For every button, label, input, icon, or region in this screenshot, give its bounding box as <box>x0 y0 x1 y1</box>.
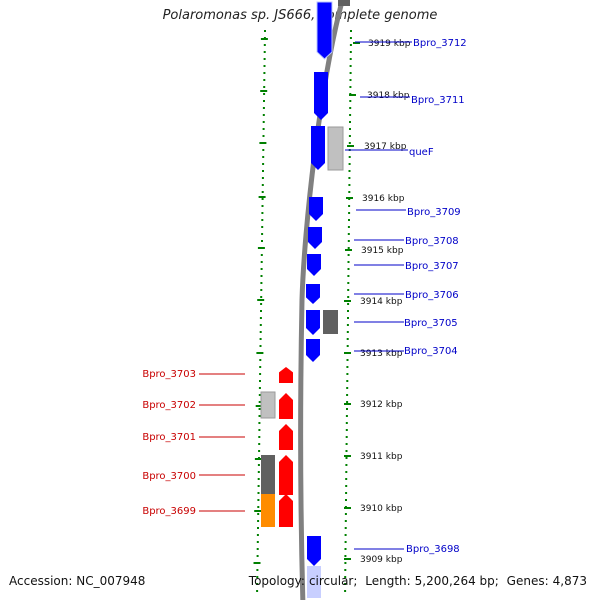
gene-box-bpro-3698[interactable] <box>307 536 321 566</box>
gene-box-bpro-3707[interactable] <box>307 254 321 276</box>
gene-box-bpro-3702[interactable] <box>279 393 293 419</box>
gene-label-bpro-3700[interactable]: Bpro_3700 <box>142 471 196 482</box>
feature-box-gray-quef[interactable] <box>327 126 344 171</box>
minor-tick-mark <box>257 247 265 249</box>
scale-tick-label: 3913 kbp <box>360 349 403 359</box>
scale-tick-mark <box>347 145 354 147</box>
scale-tick-mark <box>349 94 356 96</box>
gene-label-quef[interactable]: queF <box>409 147 434 158</box>
scale-tick-label: 3918 kbp <box>367 91 410 101</box>
feature-track[interactable] <box>260 0 350 598</box>
length-value: 5,200,264 bp; <box>414 574 499 588</box>
genes-label: Genes: <box>506 574 549 588</box>
gene-label-bpro-3701[interactable]: Bpro_3701 <box>142 432 196 443</box>
gene-box-quef[interactable] <box>311 126 325 170</box>
gene-label-bpro-3699[interactable]: Bpro_3699 <box>142 506 196 517</box>
genome-summary: Topology: circular; Length: 5,200,264 bp; … <box>249 574 591 588</box>
gene-box-tail[interactable] <box>307 566 321 598</box>
minor-tick-mark <box>254 510 262 512</box>
feature-box-orange-3699[interactable] <box>261 494 275 527</box>
topology-value: circular; <box>308 574 358 588</box>
scale-tick-mark <box>346 197 353 199</box>
scale-tick-mark <box>344 558 351 560</box>
gene-box-bpro-3705[interactable] <box>306 310 320 335</box>
dotted-track-left <box>253 30 268 592</box>
gene-box-bpro-3704[interactable] <box>306 339 320 362</box>
minor-tick-mark <box>260 90 268 92</box>
minor-tick-mark <box>259 142 267 144</box>
genes-value: 4,873 <box>552 574 587 588</box>
scale-tick-mark <box>344 403 351 405</box>
scale-tick-mark <box>353 42 360 44</box>
scale-ticks: 3919 kbp 3918 kbp 3917 kbp 3916 kbp 3915 kbp… <box>344 39 411 565</box>
scale-tick-label: 3919 kbp <box>368 39 411 49</box>
minor-tick-mark <box>257 299 265 301</box>
feature-box-dark-3705[interactable] <box>323 310 338 334</box>
gene-label-bpro-3708[interactable]: Bpro_3708 <box>405 236 459 247</box>
gene-label-bpro-3709[interactable]: Bpro_3709 <box>407 207 461 218</box>
scale-tick-label: 3916 kbp <box>362 194 405 204</box>
scale-tick-mark <box>344 352 351 354</box>
scale-tick-mark <box>344 455 351 457</box>
feature-box-dark-3700[interactable] <box>261 455 275 495</box>
scale-tick-label: 3910 kbp <box>360 504 403 514</box>
scale-tick-label: 3912 kbp <box>360 400 403 410</box>
accession-info: Accession: NC_007948 <box>9 574 145 588</box>
feature-box-gray-3702[interactable] <box>260 391 276 419</box>
scale-tick-label: 3915 kbp <box>361 246 404 256</box>
gene-label-bpro-3712[interactable]: Bpro_3712 <box>413 38 467 49</box>
scale-tick-label: 3909 kbp <box>360 555 403 565</box>
gene-label-bpro-3698[interactable]: Bpro_3698 <box>406 544 460 555</box>
gene-label-bpro-3702[interactable]: Bpro_3702 <box>142 400 196 411</box>
gene-box-bpro-3711[interactable] <box>314 72 328 120</box>
gene-label-bpro-3704[interactable]: Bpro_3704 <box>404 346 458 357</box>
scale-tick-label: 3911 kbp <box>360 452 403 462</box>
minor-tick-mark <box>255 405 263 407</box>
minor-tick-mark <box>256 352 264 354</box>
dotted-track-right <box>344 30 352 592</box>
gene-box-bpro-3700[interactable] <box>279 455 293 495</box>
accession-value: NC_007948 <box>76 574 146 588</box>
minor-tick-mark <box>258 196 266 198</box>
gene-label-bpro-3706[interactable]: Bpro_3706 <box>405 290 459 301</box>
scale-tick-mark <box>345 249 352 251</box>
gene-box-bpro-3708[interactable] <box>308 227 322 249</box>
dotted-tick-track <box>253 30 352 592</box>
accession-label: Accession: <box>9 574 73 588</box>
gene-label-bpro-3707[interactable]: Bpro_3707 <box>405 261 459 272</box>
map-title: Polaromonas sp. JS666, complete genome <box>162 8 438 23</box>
gene-box-bpro-3699[interactable] <box>279 494 293 527</box>
minor-tick-mark <box>253 562 261 564</box>
gene-box-bpro-3706[interactable] <box>306 284 320 304</box>
minor-tick-mark <box>254 458 262 460</box>
scale-tick-mark <box>344 300 351 302</box>
gene-label-bpro-3705[interactable]: Bpro_3705 <box>404 318 458 329</box>
gene-box-bpro-3709[interactable] <box>309 197 323 221</box>
topology-label: Topology: <box>248 574 305 588</box>
feature-box-top[interactable] <box>338 0 350 6</box>
gene-labels[interactable]: Bpro_3712 Bpro_3711 queF Bpro_3709 Bpro_3708… <box>142 38 466 555</box>
gene-box-bpro-3712[interactable] <box>316 1 333 60</box>
scale-tick-mark <box>344 507 351 509</box>
minor-tick-mark <box>260 38 268 40</box>
gene-box-bpro-3703[interactable] <box>279 367 293 383</box>
gene-label-bpro-3703[interactable]: Bpro_3703 <box>142 369 196 380</box>
scale-tick-label: 3914 kbp <box>360 297 403 307</box>
gene-box-bpro-3701[interactable] <box>279 424 293 450</box>
scale-tick-label: 3917 kbp <box>364 142 407 152</box>
length-label: Length: <box>365 574 411 588</box>
gene-label-bpro-3711[interactable]: Bpro_3711 <box>411 95 465 106</box>
